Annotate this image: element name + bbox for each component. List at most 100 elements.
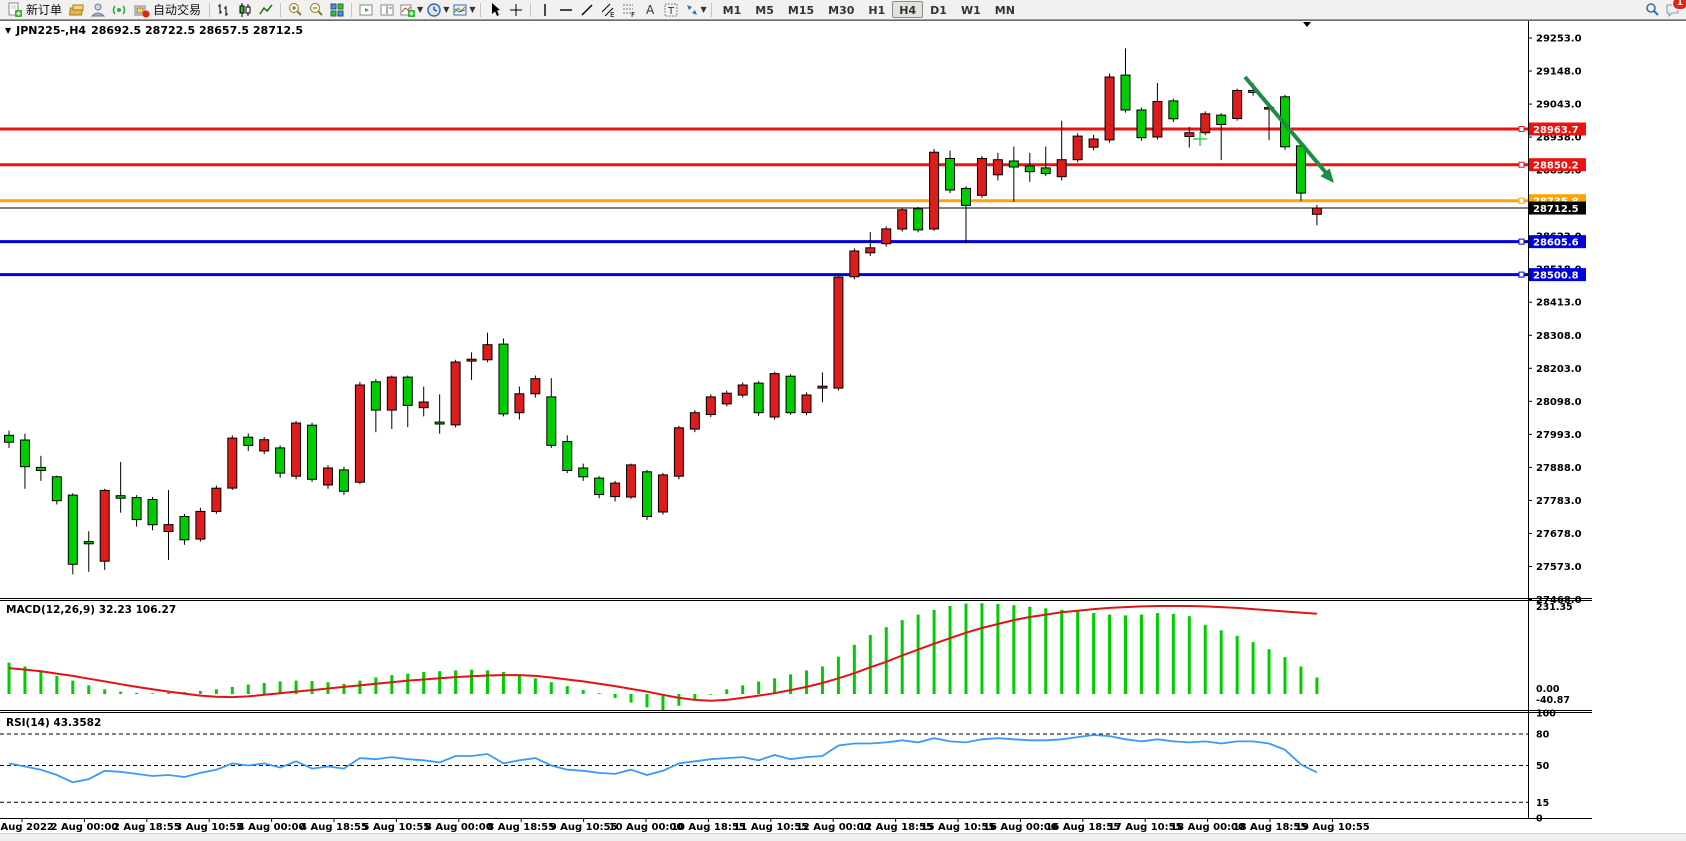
svg-text:0.00: 0.00 bbox=[1536, 684, 1560, 695]
svg-text:80: 80 bbox=[1536, 730, 1550, 741]
trendline-tool-icon[interactable] bbox=[577, 1, 597, 19]
zoom-in-icon[interactable] bbox=[285, 1, 305, 19]
svg-text:2 Aug 18:55: 2 Aug 18:55 bbox=[113, 822, 181, 833]
svg-text:F: F bbox=[631, 11, 635, 18]
toolbar-separator bbox=[280, 2, 282, 17]
svg-text:29253.0: 29253.0 bbox=[1536, 34, 1582, 45]
toolbar-separator bbox=[479, 2, 481, 17]
notifications-button[interactable]: 1 bbox=[1663, 0, 1686, 19]
shift-marker-icon bbox=[1303, 22, 1311, 27]
svg-text:28712.5: 28712.5 bbox=[1533, 204, 1579, 215]
chart-dropdown-icon[interactable]: ▼ bbox=[5, 26, 12, 35]
arrows-tool-icon[interactable] bbox=[682, 1, 702, 19]
svg-text:27783.0: 27783.0 bbox=[1536, 496, 1582, 507]
chart-title: ▼ JPN225-,H4 28692.5 28722.5 28657.5 287… bbox=[5, 24, 303, 37]
timeframe-button-M30[interactable]: M30 bbox=[828, 4, 855, 17]
template-icon[interactable] bbox=[450, 1, 470, 19]
line-chart-mode-icon[interactable] bbox=[256, 1, 276, 19]
svg-text:28098.0: 28098.0 bbox=[1536, 397, 1582, 408]
svg-text:50: 50 bbox=[1536, 761, 1550, 772]
svg-text:16 Aug 00:00: 16 Aug 00:00 bbox=[983, 822, 1058, 833]
horizontal-line-tool-icon[interactable] bbox=[556, 1, 576, 19]
timeframe-button-H4[interactable]: H4 bbox=[892, 1, 924, 18]
svg-text:27993.0: 27993.0 bbox=[1536, 430, 1582, 441]
market-watch-icon[interactable] bbox=[67, 1, 87, 19]
vertical-line-tool-icon[interactable] bbox=[535, 1, 555, 19]
toolbar-separator bbox=[529, 2, 531, 17]
toolbar-separator bbox=[710, 2, 712, 17]
add-indicator-caret-icon[interactable]: ▼ bbox=[417, 5, 424, 14]
label-tool-icon[interactable]: T bbox=[661, 1, 681, 19]
svg-text:-40.87: -40.87 bbox=[1536, 695, 1570, 706]
svg-text:1 Aug 2022: 1 Aug 2022 bbox=[0, 822, 54, 833]
svg-text:5 Aug 10:55: 5 Aug 10:55 bbox=[363, 822, 431, 833]
cursor-icon[interactable] bbox=[485, 1, 505, 19]
rsi-indicator-label: RSI(14) 43.3582 bbox=[6, 717, 102, 729]
period-caret-icon[interactable]: ▼ bbox=[443, 5, 450, 14]
svg-text:27468.0: 27468.0 bbox=[1536, 595, 1582, 606]
svg-text:28308.0: 28308.0 bbox=[1536, 331, 1582, 342]
timeframe-button-H1[interactable]: H1 bbox=[868, 4, 886, 17]
svg-text:100: 100 bbox=[1536, 709, 1556, 720]
channel-tool-icon[interactable]: E bbox=[598, 1, 618, 19]
svg-text:27573.0: 27573.0 bbox=[1536, 562, 1582, 573]
timeframe-button-M5[interactable]: M5 bbox=[755, 4, 774, 17]
period-icon[interactable] bbox=[424, 1, 444, 19]
auto-trading-button[interactable]: 自动交易 bbox=[130, 1, 205, 19]
chart-shift-icon[interactable] bbox=[377, 1, 397, 19]
svg-text:28963.7: 28963.7 bbox=[1533, 125, 1579, 136]
toolbar-separator bbox=[209, 2, 211, 17]
auto-trading-label: 自动交易 bbox=[153, 3, 202, 17]
candlestick-mode-icon[interactable] bbox=[235, 1, 255, 19]
timeframe-button-M1[interactable]: M1 bbox=[722, 4, 742, 17]
svg-text:A: A bbox=[646, 3, 655, 17]
timeframe-button-MN[interactable]: MN bbox=[994, 4, 1015, 17]
svg-text:28605.6: 28605.6 bbox=[1533, 238, 1579, 249]
bar-chart-mode-icon[interactable] bbox=[214, 1, 234, 19]
svg-text:29148.0: 29148.0 bbox=[1536, 67, 1582, 78]
template-caret-icon[interactable]: ▼ bbox=[469, 5, 476, 14]
macd-indicator-label: MACD(12,26,9) 32.23 106.27 bbox=[6, 604, 177, 616]
toolbar: 新订单 自动交易 ▼ ▼ ▼ E F A T bbox=[0, 0, 1686, 20]
auto-scroll-icon[interactable] bbox=[356, 1, 376, 19]
svg-text:4 Aug 00:00: 4 Aug 00:00 bbox=[238, 822, 306, 833]
add-indicator-icon[interactable] bbox=[398, 1, 418, 19]
svg-text:17 Aug 10:55: 17 Aug 10:55 bbox=[1108, 822, 1183, 833]
svg-text:15: 15 bbox=[1536, 798, 1549, 809]
timeframe-group: M1 M5 M15 M30 H1 H4 D1 W1 MN bbox=[716, 1, 1022, 18]
svg-text:4 Aug 18:55: 4 Aug 18:55 bbox=[300, 822, 368, 833]
svg-text:18 Aug 00:00: 18 Aug 00:00 bbox=[1170, 822, 1245, 833]
svg-text:11 Aug 10:55: 11 Aug 10:55 bbox=[733, 822, 808, 833]
notification-badge: 1 bbox=[1671, 0, 1686, 10]
svg-text:29043.0: 29043.0 bbox=[1536, 100, 1582, 111]
arrows-tool-caret-icon[interactable]: ▼ bbox=[700, 5, 707, 14]
fibonacci-tool-icon[interactable]: F bbox=[619, 1, 639, 19]
svg-text:27678.0: 27678.0 bbox=[1536, 529, 1582, 540]
timeframe-button-M15[interactable]: M15 bbox=[787, 4, 815, 17]
new-order-icon bbox=[8, 2, 22, 17]
svg-text:15 Aug 10:55: 15 Aug 10:55 bbox=[921, 822, 996, 833]
timeframe-button-D1[interactable]: D1 bbox=[930, 4, 947, 17]
timeframe-button-W1[interactable]: W1 bbox=[960, 4, 981, 17]
crosshair-icon[interactable] bbox=[506, 1, 526, 19]
svg-text:8 Aug 18:55: 8 Aug 18:55 bbox=[487, 822, 555, 833]
text-tool-icon[interactable]: A bbox=[640, 1, 660, 19]
svg-text:16 Aug 18:55: 16 Aug 18:55 bbox=[1045, 822, 1120, 833]
zoom-out-icon[interactable] bbox=[306, 1, 326, 19]
svg-text:3 Aug 10:55: 3 Aug 10:55 bbox=[175, 822, 243, 833]
svg-text:12 Aug 00:00: 12 Aug 00:00 bbox=[796, 822, 871, 833]
chart-ohlc-values: 28692.5 28722.5 28657.5 28712.5 bbox=[91, 24, 303, 37]
search-icon[interactable] bbox=[1642, 1, 1662, 19]
signals-icon[interactable] bbox=[109, 1, 129, 19]
svg-text:27888.0: 27888.0 bbox=[1536, 463, 1582, 474]
tile-windows-icon[interactable] bbox=[327, 1, 347, 19]
svg-text:9 Aug 10:55: 9 Aug 10:55 bbox=[550, 822, 618, 833]
svg-text:10 Aug 00:00: 10 Aug 00:00 bbox=[609, 822, 684, 833]
new-order-button[interactable]: 新订单 bbox=[3, 1, 66, 19]
svg-text:T: T bbox=[667, 6, 675, 17]
svg-text:0: 0 bbox=[1536, 814, 1543, 825]
toolbar-separator bbox=[351, 2, 353, 17]
svg-text:28938.0: 28938.0 bbox=[1536, 133, 1582, 144]
data-window-icon[interactable] bbox=[88, 1, 108, 19]
